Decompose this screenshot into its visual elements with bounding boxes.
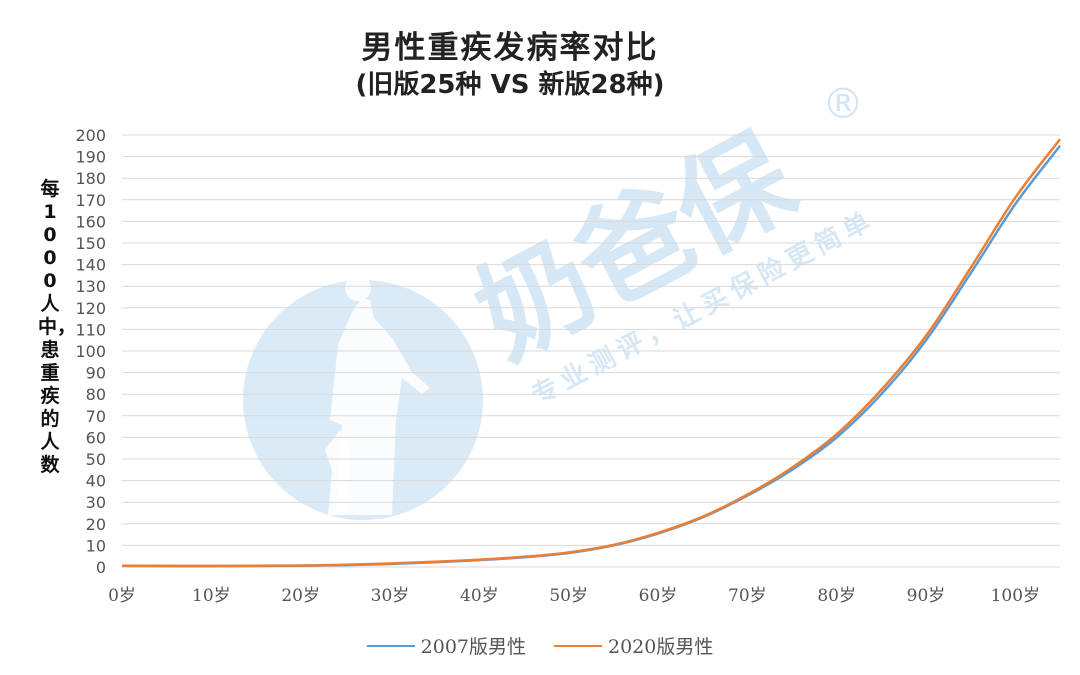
- x-tick-label: 40岁: [460, 586, 499, 606]
- series-lines: [121, 138, 1061, 568]
- y-tick-label: 40: [86, 472, 106, 491]
- y-tick-label: 110: [75, 320, 106, 339]
- x-tick-label: 70岁: [728, 586, 767, 606]
- y-tick-label: 70: [86, 407, 106, 426]
- y-tick-label: 160: [75, 212, 106, 231]
- y-tick-label: 0: [96, 558, 106, 577]
- chart-title: 男性重疾发病率对比: [361, 30, 659, 66]
- x-tick-label: 10岁: [192, 586, 231, 606]
- watermark-figure-icon: [330, 298, 430, 515]
- x-tick-label: 90岁: [907, 586, 946, 606]
- y-tick-label: 90: [86, 364, 106, 383]
- y-tick-label: 170: [75, 191, 106, 210]
- y-tick-label: 100: [75, 342, 106, 361]
- y-tick-labels: 0 10 20 30 40 50 60 70 80 90 100 110 120 130 140 150 160…: [75, 126, 106, 577]
- y-tick-label: 60: [86, 428, 106, 447]
- legend-swatch-2007: [366, 644, 415, 647]
- line-chart: 奶爸保®专业测评，让买保险更简单 0 10 20 30 40 50 60 70 80 90 100 1…: [75, 79, 1061, 606]
- series-line-2020: [121, 138, 1061, 568]
- watermark-child-icon: [325, 430, 350, 515]
- y-tick-label: 180: [75, 169, 106, 188]
- y-tick-label: 30: [86, 493, 106, 512]
- y-tick-label: 20: [86, 515, 106, 534]
- y-tick-label: 140: [75, 256, 106, 275]
- legend: 2007版男性 2020版男性: [0, 632, 1080, 659]
- watermark: 奶爸保®专业测评，让买保险更简单: [243, 79, 880, 520]
- x-tick-labels: 0岁 10岁 20岁 30岁 40岁 50岁 60岁 70岁 80岁 90岁 100岁: [108, 586, 1040, 606]
- chart-subtitle: (旧版25种 VS 新版28种): [355, 70, 665, 100]
- y-tick-label: 120: [75, 299, 106, 318]
- x-tick-label: 30岁: [371, 586, 410, 606]
- legend-label-2020: 2020版男性: [608, 636, 714, 658]
- x-tick-label: 60岁: [639, 586, 678, 606]
- x-tick-label: 80岁: [817, 586, 856, 606]
- legend-label-2007: 2007版男性: [420, 636, 526, 658]
- y-tick-label: 130: [75, 277, 106, 296]
- x-tick-label: 0岁: [108, 586, 136, 606]
- legend-swatch-2020: [554, 644, 602, 647]
- x-tick-label: 20岁: [281, 586, 320, 606]
- grid-lines: [122, 134, 1060, 568]
- x-tick-label: 50岁: [549, 586, 588, 606]
- legend-item-2020: 2020版男性: [554, 632, 713, 659]
- legend-item-2007: 2007版男性: [366, 632, 526, 659]
- watermark-registered-icon: ®: [822, 79, 864, 128]
- x-tick-label: 100岁: [991, 586, 1040, 606]
- y-tick-label: 10: [86, 536, 106, 555]
- y-tick-label: 150: [75, 234, 106, 253]
- y-tick-label: 190: [75, 148, 106, 167]
- y-tick-label: 200: [75, 126, 106, 145]
- watermark-head-icon: [345, 275, 371, 301]
- y-tick-label: 80: [86, 385, 106, 404]
- y-tick-label: 50: [86, 450, 106, 469]
